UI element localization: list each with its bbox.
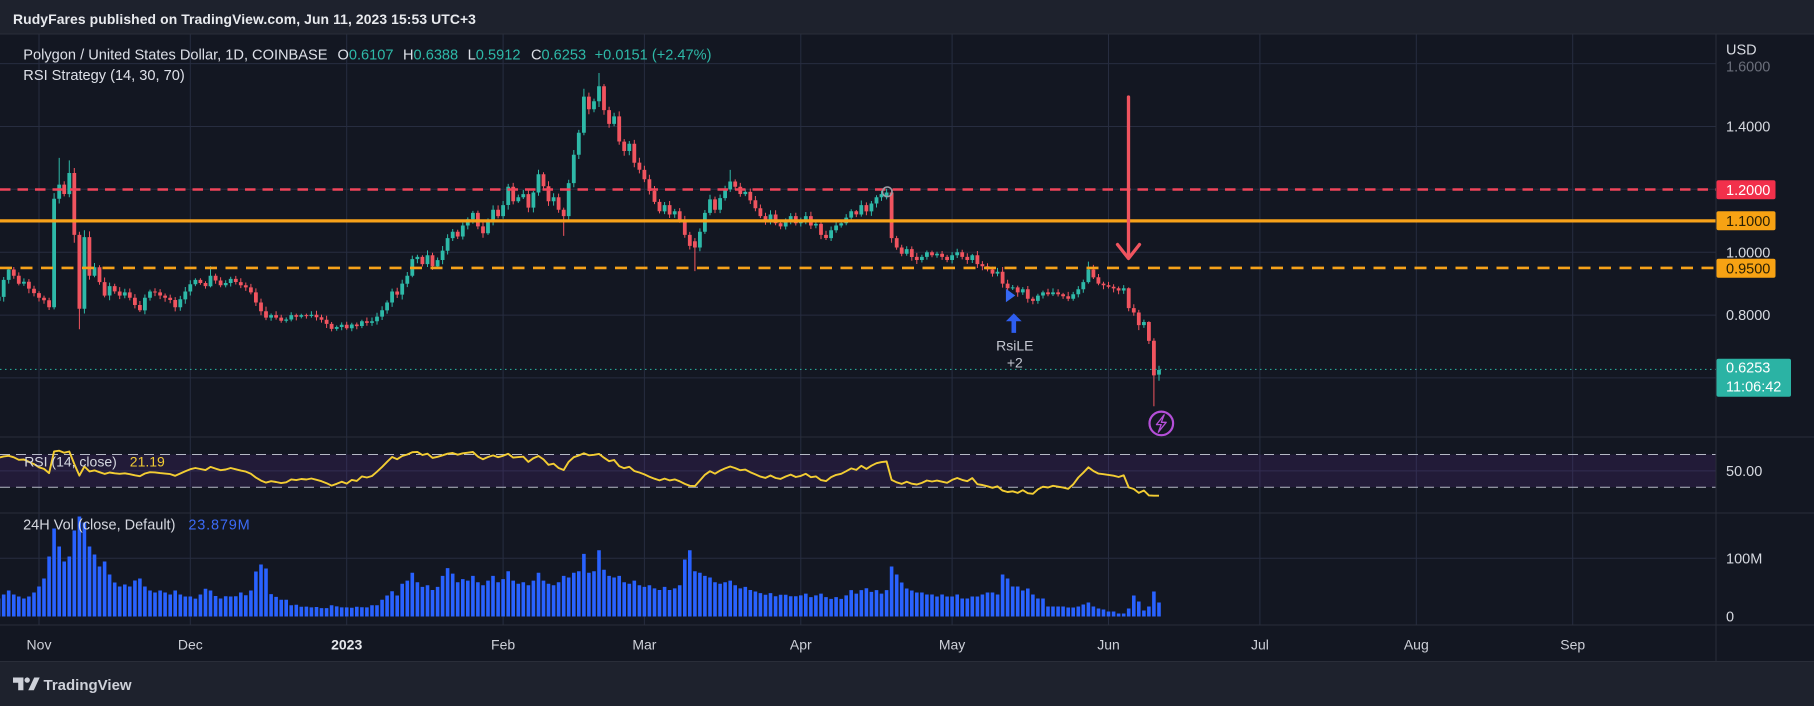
- svg-text:1.1000: 1.1000: [1726, 214, 1770, 230]
- svg-text:1.0000: 1.0000: [1726, 246, 1770, 262]
- svg-text:+2: +2: [1007, 354, 1023, 370]
- svg-text:Feb: Feb: [491, 637, 515, 653]
- svg-text:Aug: Aug: [1404, 637, 1429, 653]
- svg-text:0: 0: [1726, 609, 1734, 625]
- svg-text:Mar: Mar: [632, 637, 656, 653]
- svg-text:Apr: Apr: [790, 637, 812, 653]
- svg-text:Dec: Dec: [178, 637, 203, 653]
- svg-text:TradingView: TradingView: [44, 677, 132, 694]
- svg-text:USD: USD: [1726, 43, 1757, 59]
- svg-text:Polygon / United States Dollar: Polygon / United States Dollar, 1D, COIN…: [23, 47, 711, 63]
- svg-text:1.4000: 1.4000: [1726, 120, 1770, 136]
- svg-text:11:06:42: 11:06:42: [1726, 380, 1781, 396]
- svg-text:RSI (14, close)21.19: RSI (14, close) 21.19: [24, 454, 165, 470]
- svg-text:100M: 100M: [1726, 551, 1762, 567]
- svg-text:2023: 2023: [331, 637, 362, 653]
- svg-text:Jul: Jul: [1251, 637, 1269, 653]
- svg-text:1.2000: 1.2000: [1726, 183, 1770, 199]
- svg-text:1.6000: 1.6000: [1726, 60, 1770, 76]
- svg-text:RSI Strategy (14, 30, 70): RSI Strategy (14, 30, 70): [23, 68, 184, 84]
- svg-text:0.6253: 0.6253: [1726, 361, 1770, 377]
- svg-text:50.00: 50.00: [1726, 464, 1762, 480]
- svg-text:0.8000: 0.8000: [1726, 308, 1770, 324]
- svg-text:0.9500: 0.9500: [1726, 261, 1770, 277]
- svg-text:Sep: Sep: [1560, 637, 1585, 653]
- svg-text:24H Vol (close, Default)23.879: 24H Vol (close, Default) 23.879M: [23, 518, 250, 534]
- svg-text:Nov: Nov: [27, 637, 52, 653]
- svg-text:RsiLE: RsiLE: [996, 338, 1033, 354]
- svg-text:RudyFares published on Trading: RudyFares published on TradingView.com, …: [13, 11, 476, 27]
- svg-text:May: May: [939, 637, 965, 653]
- svg-text:Jun: Jun: [1097, 637, 1120, 653]
